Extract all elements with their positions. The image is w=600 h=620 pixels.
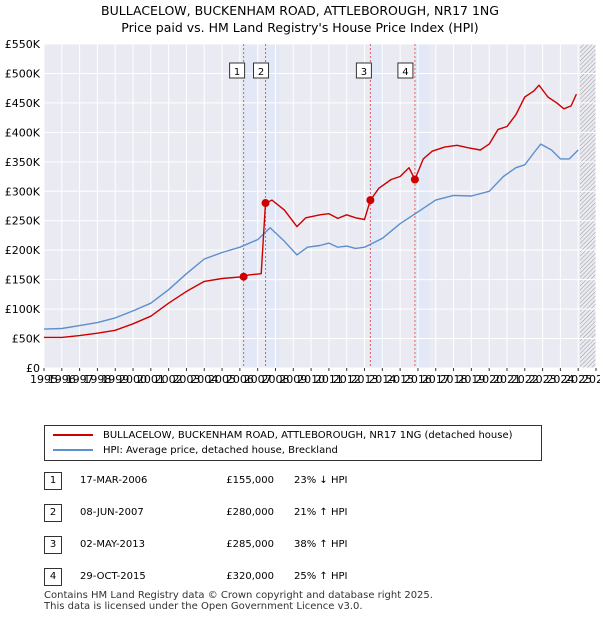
sale-price: £320,000 [226,571,274,582]
footer-licence: This data is licensed under the Open Gov… [44,601,363,612]
legend: BULLACELOW, BUCKENHAM ROAD, ATTLEBOROUGH… [44,425,542,461]
y-tick-label: £150K [5,274,41,287]
x-tick-label: 2011 [315,373,343,386]
sale-label-box [355,62,372,79]
sale-label-3: 3 [355,62,372,79]
legend-label-property: BULLACELOW, BUCKENHAM ROAD, ATTLEBOROUGH… [103,430,513,441]
sale-label-text: 2 [258,67,264,78]
plot-area [44,44,596,368]
y-tick-label: £300K [5,185,41,198]
x-tick-label: 2003 [172,373,200,386]
sale-label-text: 1 [234,67,240,78]
y-tick-label: £450K [5,97,41,110]
x-tick-label: 1996 [48,373,76,386]
sale-label-2: 2 [253,62,270,79]
x-tick-label: 2015 [386,373,414,386]
sale-number: 1 [44,472,62,490]
sale-number: 2 [44,504,62,522]
x-tick-label: 2022 [511,373,539,386]
x-tick-label: 1999 [101,373,129,386]
footer-copyright: Contains HM Land Registry data © Crown c… [44,590,433,601]
legend-line-hpi [53,449,93,451]
x-tick-label: 2020 [475,373,503,386]
hpi-series-line [43,143,579,330]
x-tick-label: 2010 [297,373,325,386]
x-tick-label: 2018 [440,373,468,386]
y-tick-label: £400K [5,126,41,139]
sale-price: £155,000 [226,475,274,486]
x-tick-label: 2005 [208,373,236,386]
legend-item-property: BULLACELOW, BUCKENHAM ROAD, ATTLEBOROUGH… [53,429,513,443]
x-tick-label: 2001 [137,373,165,386]
table-row: 3 02-MAY-2013 £285,000 38% ↑ HPI [44,536,444,556]
sale-shading-1 [243,44,258,368]
price-chart: £0 £50K £100K £150K £200K £250K £300K £350K £400… [5,38,600,386]
sale-label-text: 3 [361,67,367,78]
x-tick-label: 2021 [493,373,521,386]
y-tick-label: £250K [5,215,41,228]
x-tick-label: 2017 [422,373,450,386]
x-tick-label: 2004 [190,373,218,386]
x-tick-label: 1997 [66,373,94,386]
forecast-region [579,44,596,368]
table-row: 4 29-OCT-2015 £320,000 25% ↑ HPI [44,568,444,588]
legend-label-hpi: HPI: Average price, detached house, Brec… [103,445,338,456]
x-tick-label: 2013 [351,373,379,386]
sale-number: 4 [44,568,62,586]
sale-price: £280,000 [226,507,274,518]
sale-hpi-diff: 38% ↑ HPI [294,539,348,550]
sale-date: 17-MAR-2006 [80,475,148,486]
sale-point-2 [261,199,270,208]
x-tick-label: 2024 [546,373,574,386]
sale-label-box [229,62,246,79]
sale-label-1: 1 [229,62,246,79]
x-tick-label: 2000 [119,373,147,386]
legend-line-property [53,434,93,436]
x-tick-label: 2012 [333,373,361,386]
sale-number: 3 [44,536,62,554]
x-tick-label: 2023 [529,373,557,386]
sale-label-text: 4 [402,67,408,78]
x-tick-label: 2007 [244,373,272,386]
y-tick-label: £350K [5,156,41,169]
sale-label-4: 4 [397,62,414,79]
x-tick-label: 1995 [30,373,58,386]
sale-date: 29-OCT-2015 [80,571,146,582]
y-tick-label: £550K [5,38,41,51]
y-tick-label: £100K [5,303,41,316]
chart-subtitle: Price paid vs. HM Land Registry's House … [121,20,479,35]
table-row: 2 08-JUN-2007 £280,000 21% ↑ HPI [44,504,444,524]
x-tick-label: 2016 [404,373,432,386]
sale-hpi-diff: 21% ↑ HPI [294,507,348,518]
x-tick-label: 2026 [582,373,600,386]
sale-date: 02-MAY-2013 [80,539,146,550]
sale-price: £285,000 [226,539,274,550]
sale-point-1 [239,272,248,281]
sale-date: 08-JUN-2007 [80,507,144,518]
x-tick-label: 1998 [83,373,111,386]
y-tick-label: £500K [5,67,41,80]
sale-label-box [253,62,270,79]
y-tick-label: £50K [12,333,41,346]
sale-label-box [397,62,414,79]
x-tick-label: 2008 [261,373,289,386]
x-tick-label: 2014 [368,373,396,386]
sale-hpi-diff: 25% ↑ HPI [294,571,348,582]
legend-item-hpi: HPI: Average price, detached house, Brec… [53,444,338,458]
x-tick-label: 2006 [226,373,254,386]
table-row: 1 17-MAR-2006 £155,000 23% ↓ HPI [44,472,444,492]
x-tick-label: 2019 [457,373,485,386]
x-tick-label: 2009 [279,373,307,386]
sale-shading-3 [370,44,385,368]
sale-point-4 [410,175,419,184]
chart-title: BULLACELOW, BUCKENHAM ROAD, ATTLEBOROUGH… [101,3,499,18]
x-tick-label: 2002 [155,373,183,386]
property-series-line [44,84,578,339]
y-tick-label: £0 [26,362,40,375]
sale-hpi-diff: 23% ↓ HPI [294,475,348,486]
x-tick-label: 2025 [564,373,592,386]
sale-point-3 [366,196,375,205]
y-tick-label: £200K [5,244,41,257]
